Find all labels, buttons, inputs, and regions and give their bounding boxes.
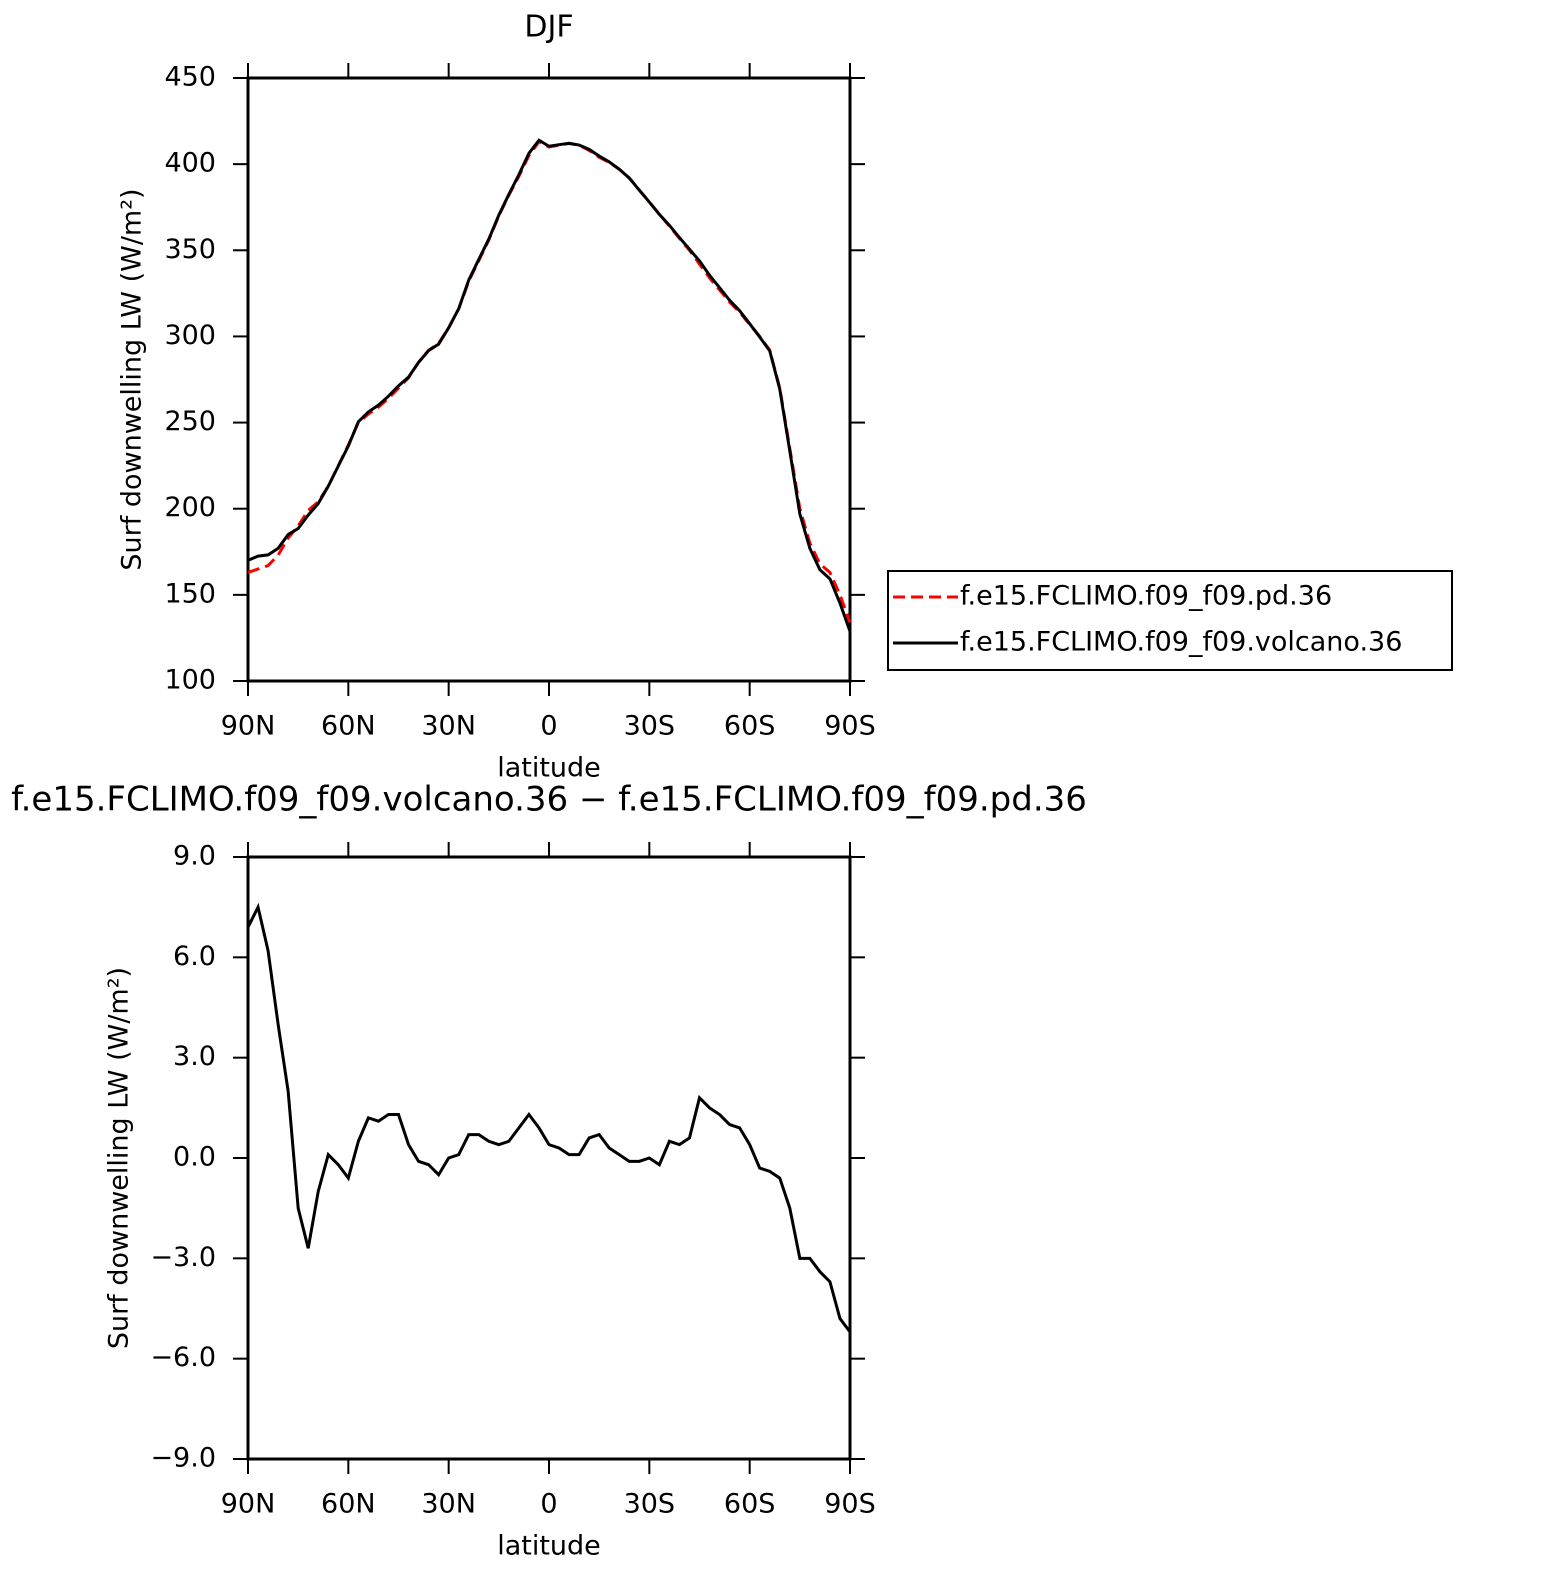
x-tick-label: 90N xyxy=(221,1489,276,1520)
y-tick-label: 150 xyxy=(164,578,216,609)
y-tick-label: 350 xyxy=(164,234,216,265)
x-tick-label: 30N xyxy=(421,1489,476,1520)
x-tick-label: 0 xyxy=(540,711,557,742)
x-tick-label: 60N xyxy=(321,711,376,742)
x-tick-label: 90S xyxy=(824,1489,876,1520)
x-tick-label: 60S xyxy=(724,1489,776,1520)
x-tick-label: 30S xyxy=(624,711,676,742)
x-tick-label: 90N xyxy=(221,711,276,742)
x-axis-label: latitude xyxy=(497,753,601,784)
y-tick-label: −3.0 xyxy=(150,1242,216,1273)
x-tick-label: 90S xyxy=(824,711,876,742)
y-tick-label: −9.0 xyxy=(150,1443,216,1474)
legend-box xyxy=(887,570,1453,671)
legend-label: f.e15.FCLIMO.f09_f09.pd.36 xyxy=(960,581,1332,612)
legend-label: f.e15.FCLIMO.f09_f09.volcano.36 xyxy=(960,627,1402,658)
x-tick-label: 30N xyxy=(421,711,476,742)
y-tick-label: 450 xyxy=(164,62,216,93)
data-line xyxy=(247,138,852,632)
x-tick-label: 60S xyxy=(724,711,776,742)
y-tick-label: 3.0 xyxy=(173,1041,216,1072)
data-line xyxy=(247,139,852,623)
y-tick-label: 300 xyxy=(164,320,216,351)
y-tick-label: 9.0 xyxy=(173,841,216,872)
y-axis-label: Surf downwelling LW (W/m²) xyxy=(104,967,135,1349)
plot-frame xyxy=(246,855,852,1461)
y-tick-label: 250 xyxy=(164,406,216,437)
chart-title: DJF xyxy=(524,10,573,45)
plot-frame xyxy=(246,76,852,683)
y-tick-label: 100 xyxy=(164,665,216,696)
y-tick-label: 200 xyxy=(164,492,216,523)
y-tick-label: 6.0 xyxy=(173,941,216,972)
y-tick-label: 0.0 xyxy=(173,1142,216,1173)
chart-title: f.e15.FCLIMO.f09_f09.volcano.36 − f.e15.… xyxy=(11,780,1087,820)
x-tick-label: 30S xyxy=(624,1489,676,1520)
data-line xyxy=(246,902,852,1333)
x-axis-label: latitude xyxy=(497,1531,601,1562)
y-axis-label: Surf downwelling LW (W/m²) xyxy=(117,188,148,570)
y-tick-label: −6.0 xyxy=(150,1342,216,1373)
x-tick-label: 60N xyxy=(321,1489,376,1520)
y-tick-label: 400 xyxy=(164,148,216,179)
x-tick-label: 0 xyxy=(540,1489,557,1520)
